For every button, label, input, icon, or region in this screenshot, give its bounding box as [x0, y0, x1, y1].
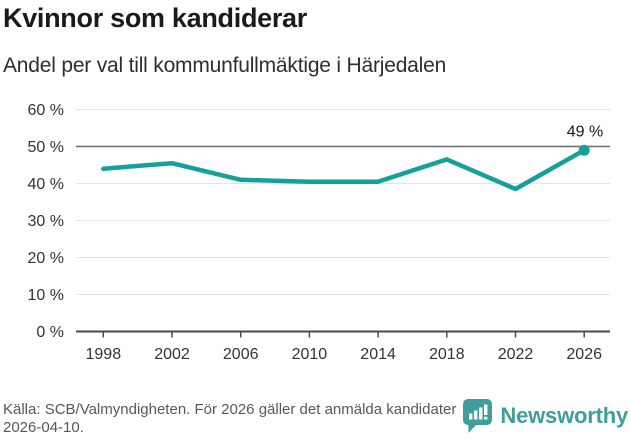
brand-name: Newsworthy: [500, 403, 628, 428]
x-tick-label: 2026: [566, 346, 602, 363]
source-note: Källa: SCB/Valmyndigheten. För 2026 gäll…: [3, 401, 457, 436]
y-tick-label: 30 %: [28, 213, 64, 230]
last-point-marker: [578, 144, 590, 156]
last-value-label: 49 %: [567, 124, 603, 141]
x-tick-label: 1998: [86, 346, 122, 363]
data-line: [101, 147, 587, 192]
chart-title: Kvinnor som kandiderar: [3, 3, 307, 33]
x-tick-label: 2010: [292, 346, 328, 363]
y-tick-label: 40 %: [28, 176, 64, 193]
y-tick-label: 0 %: [36, 324, 64, 341]
bar-chart-speech-bubble-icon: [463, 399, 493, 433]
brand-logo[interactable]: Newsworthy: [462, 398, 628, 434]
chart-subtitle: Andel per val till kommunfullmäktige i H…: [3, 54, 447, 77]
x-tick-label: 2002: [154, 346, 190, 363]
y-tick-label: 60 %: [28, 102, 64, 119]
y-tick-label: 10 %: [28, 287, 64, 304]
x-tick-label: 2006: [223, 346, 259, 363]
footer: Källa: SCB/Valmyndigheten. För 2026 gäll…: [0, 391, 631, 439]
y-tick-label: 50 %: [28, 139, 64, 156]
x-tick-label: 2022: [498, 346, 534, 363]
x-tick-label: 2014: [360, 346, 396, 363]
x-tick-label: 2018: [429, 346, 465, 363]
y-tick-label: 20 %: [28, 250, 64, 267]
